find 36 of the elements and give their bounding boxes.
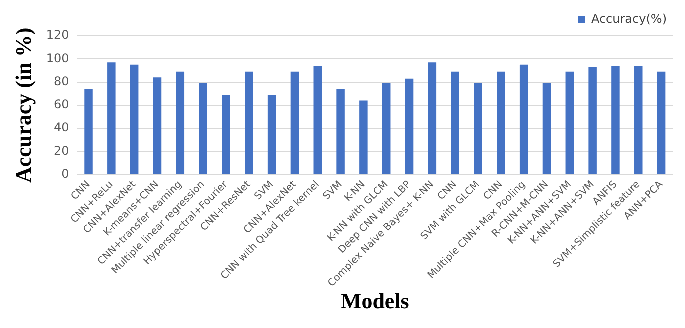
bar xyxy=(588,67,597,174)
bar xyxy=(360,100,368,174)
y-axis-title: Accuracy (in %) xyxy=(10,28,36,184)
bar xyxy=(290,72,300,174)
bar xyxy=(657,72,666,174)
bar xyxy=(520,64,528,174)
y-tick-label: 60 xyxy=(54,98,70,112)
bar xyxy=(336,89,345,174)
bar xyxy=(222,95,230,174)
x-axis-title: Models xyxy=(340,288,410,314)
y-tick-label: 100 xyxy=(46,51,70,66)
legend-label: Accuracy(%) xyxy=(591,12,668,26)
y-tick-label: 40 xyxy=(54,120,70,135)
bar xyxy=(199,83,208,174)
bar xyxy=(382,83,391,174)
bar xyxy=(451,72,460,174)
bar xyxy=(84,89,93,174)
bar xyxy=(634,66,643,174)
bar xyxy=(245,72,254,174)
bar xyxy=(314,66,322,174)
y-tick-label: 20 xyxy=(54,144,70,158)
y-tick-label: 80 xyxy=(54,74,70,88)
bar xyxy=(474,83,482,174)
bar xyxy=(428,62,437,174)
bar xyxy=(268,95,276,174)
bar xyxy=(542,83,552,174)
bar xyxy=(612,66,620,174)
bar xyxy=(497,72,506,174)
bar xyxy=(405,78,414,174)
bar xyxy=(108,62,116,174)
bar xyxy=(153,78,162,174)
bar xyxy=(566,72,574,174)
bar xyxy=(130,64,139,174)
y-tick-label: 0 xyxy=(62,167,70,182)
y-tick-label: 120 xyxy=(46,28,70,42)
bar xyxy=(176,72,185,174)
